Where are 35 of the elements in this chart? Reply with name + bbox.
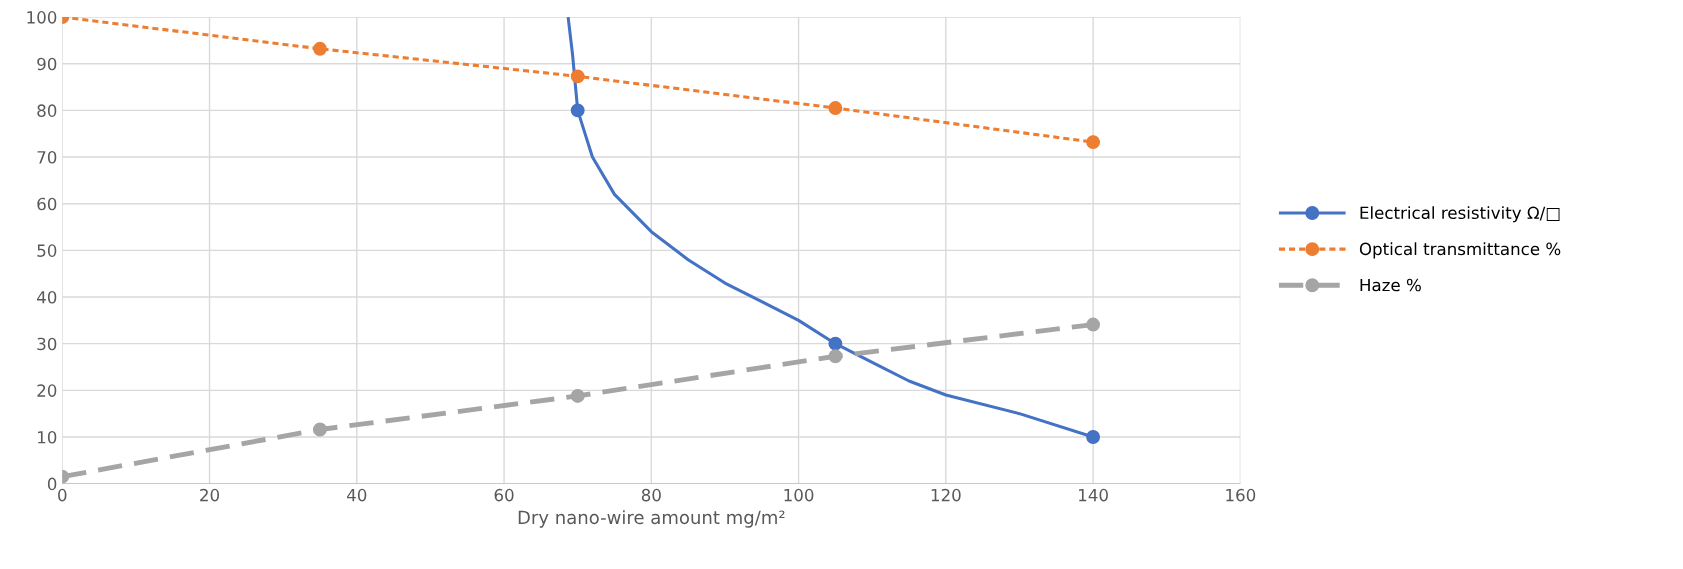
x-tick-label: 80 [641, 488, 661, 502]
x-tick-label: 40 [347, 488, 367, 502]
point [313, 422, 327, 437]
point [313, 41, 327, 56]
y-tick-label: 0 [47, 477, 57, 491]
x-tick-label: 120 [931, 488, 961, 502]
x-tick-label: 20 [200, 488, 220, 502]
y-tick-label: 100 [27, 11, 57, 24]
point [570, 388, 585, 403]
legend-label: Haze % [1360, 278, 1421, 292]
y-tick-label: 20 [37, 384, 57, 397]
x-tick-label: 60 [494, 488, 514, 502]
x-axis-title: Dry nano-wire amount mg/m² [518, 510, 785, 528]
point [1086, 135, 1101, 150]
legend-label: Electrical resistivity Ω/□ [1360, 206, 1560, 223]
legend-label: Optical transmittance % [1359, 242, 1561, 259]
x-tick-label: 100 [784, 488, 814, 502]
y-tick-label: 60 [37, 197, 57, 211]
x-tick-label: 140 [1079, 488, 1108, 502]
y-tick-label: 30 [37, 337, 57, 351]
x-tick-label: 160 [1226, 488, 1256, 502]
y-tick-label: 40 [37, 290, 57, 304]
point [828, 349, 843, 364]
point [570, 103, 585, 118]
y-tick-label: 90 [37, 57, 57, 71]
point [1086, 317, 1101, 332]
point [828, 101, 843, 115]
x-tick-label: 0 [58, 488, 67, 502]
y-tick-label: 50 [37, 244, 57, 257]
y-tick-label: 10 [38, 430, 57, 444]
point [570, 69, 585, 84]
point [828, 336, 843, 351]
y-tick-label: 70 [37, 151, 57, 164]
y-tick-label: 80 [37, 104, 57, 117]
point [1086, 430, 1101, 444]
